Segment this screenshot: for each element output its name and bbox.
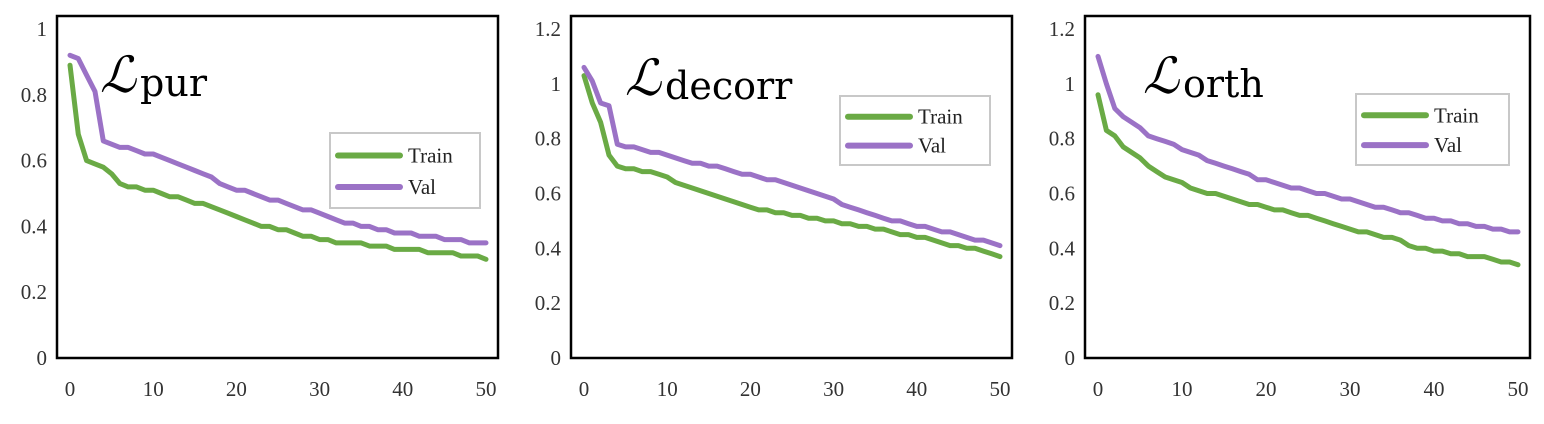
legend-label-val: Val bbox=[408, 175, 436, 199]
y-tick-label: 0.6 bbox=[21, 149, 47, 173]
series-line-train bbox=[1095, 92, 1521, 268]
x-tick-label: 20 bbox=[1256, 377, 1277, 401]
x-tick-label: 40 bbox=[392, 377, 413, 401]
x-tick-label: 20 bbox=[740, 377, 761, 401]
x-tick-label: 30 bbox=[1340, 377, 1361, 401]
y-tick-label: 0 bbox=[1065, 346, 1076, 370]
y-tick-label: 0 bbox=[551, 346, 562, 370]
legend-label-train: Train bbox=[1434, 103, 1479, 127]
y-tick-label: 0.4 bbox=[1049, 236, 1076, 260]
y-tick-label: 1 bbox=[551, 72, 562, 96]
legend-box bbox=[1355, 93, 1510, 166]
y-tick-label: 0.2 bbox=[1049, 291, 1075, 315]
y-tick-label: 0.4 bbox=[21, 214, 48, 238]
series-line-val bbox=[581, 64, 1003, 249]
y-tick-label: 0.6 bbox=[1049, 182, 1075, 206]
plot-frame bbox=[569, 14, 1014, 360]
y-tick-label: 0.8 bbox=[535, 127, 561, 151]
x-tick-label: 0 bbox=[65, 377, 76, 401]
y-tick-label: 1.2 bbox=[1049, 17, 1075, 41]
y-tick-label: 0 bbox=[37, 346, 48, 370]
x-tick-label: 40 bbox=[1424, 377, 1445, 401]
y-tick-label: 0.6 bbox=[535, 182, 561, 206]
y-tick-label: 1 bbox=[37, 17, 48, 41]
y-tick-label: 0.8 bbox=[21, 83, 47, 107]
series-line-train bbox=[581, 73, 1003, 260]
series-line-val bbox=[1095, 53, 1521, 235]
legend-label-train: Train bbox=[408, 144, 453, 168]
y-tick-label: 0.8 bbox=[1049, 127, 1075, 151]
legend-label-val: Val bbox=[1434, 133, 1462, 157]
plot-frame bbox=[1083, 14, 1532, 360]
y-tick-label: 0.2 bbox=[535, 291, 561, 315]
legend-box bbox=[329, 132, 481, 209]
x-tick-label: 0 bbox=[579, 377, 590, 401]
x-tick-label: 30 bbox=[309, 377, 330, 401]
legend-label-train: Train bbox=[918, 105, 963, 129]
x-tick-label: 0 bbox=[1093, 377, 1104, 401]
x-tick-label: 10 bbox=[1172, 377, 1193, 401]
y-tick-label: 0.2 bbox=[21, 280, 47, 304]
x-tick-label: 30 bbox=[823, 377, 844, 401]
x-tick-label: 10 bbox=[657, 377, 678, 401]
series-line-val bbox=[67, 52, 489, 246]
y-tick-label: 1.2 bbox=[535, 17, 561, 41]
x-tick-label: 50 bbox=[1508, 377, 1529, 401]
chart-l-orth: 0 0.2 0.4 0.6 0.8 1 1.2 0 10 20 30 40 50 ℒ orth Train Va… bbox=[1049, 14, 1532, 401]
y-tick-label: 1 bbox=[1065, 72, 1076, 96]
plot-frame bbox=[55, 14, 500, 360]
x-tick-label: 50 bbox=[476, 377, 497, 401]
x-tick-label: 10 bbox=[143, 377, 164, 401]
legend-box bbox=[839, 95, 991, 166]
x-tick-label: 40 bbox=[906, 377, 927, 401]
y-tick-label: 0.4 bbox=[535, 236, 562, 260]
series-line-train bbox=[67, 62, 489, 262]
x-tick-label: 50 bbox=[990, 377, 1011, 401]
chart-l-decorr: 0 0.2 0.4 0.6 0.8 1 1.2 0 10 20 30 40 50 ℒ decorr Train… bbox=[535, 14, 1014, 401]
legend-label-val: Val bbox=[918, 134, 946, 158]
x-tick-label: 20 bbox=[226, 377, 247, 401]
